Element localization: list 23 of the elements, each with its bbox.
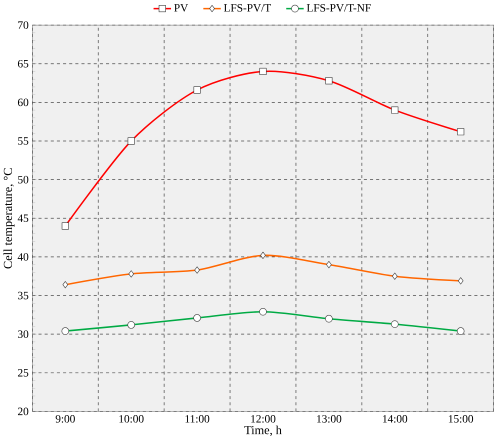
y-tick-label: 50 [18, 176, 28, 184]
x-tick-label: 13:00 [317, 414, 342, 422]
y-tick-label: 40 [18, 252, 28, 260]
legend-label: LFS-PV/T [224, 4, 271, 12]
x-tick-label: 10:00 [119, 414, 144, 422]
x-tick-label: 15:00 [448, 414, 474, 422]
y-tick-label: 65 [18, 60, 28, 68]
y-tick-label: 25 [18, 368, 28, 376]
x-tick-label: 9:00 [56, 414, 75, 422]
y-tick-label: 20 [18, 407, 28, 416]
x-axis-title: Time, h [244, 425, 282, 436]
y-tick-label: 60 [18, 98, 28, 106]
x-tick-label: 14:00 [382, 414, 408, 422]
y-tick-label: 30 [18, 330, 28, 338]
y-tick-label: 55 [18, 137, 28, 145]
y-tick-label: 35 [18, 292, 28, 300]
x-tick-label: 11:00 [185, 414, 210, 422]
legend-label: LFS-PV/T-NF [306, 4, 371, 12]
y-tick-label: 45 [18, 214, 28, 222]
x-tick-label: 12:00 [251, 414, 276, 422]
legend-label: PV [174, 4, 188, 12]
y-tick-label: 70 [18, 21, 28, 29]
y-axis-title: Cell temperature, °C [3, 168, 15, 268]
